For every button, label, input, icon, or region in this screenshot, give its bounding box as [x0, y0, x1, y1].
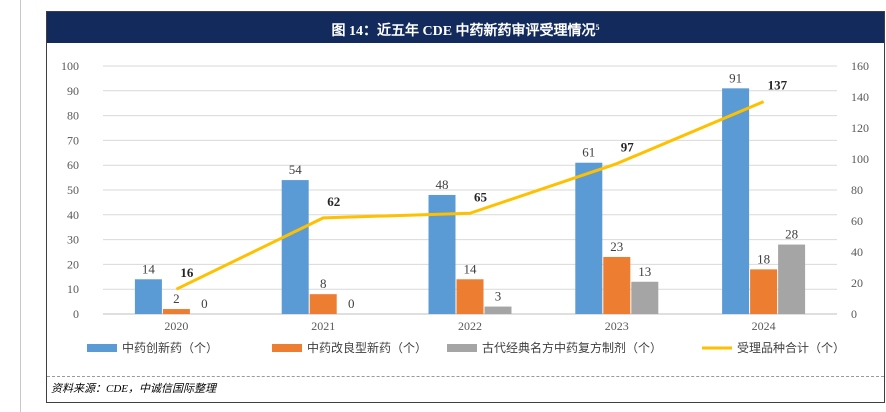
bar [722, 88, 750, 314]
left-axis-tick-label: 0 [73, 307, 79, 321]
legend-label: 受理品种合计（个） [737, 340, 845, 355]
total-line [175, 100, 765, 291]
bar [456, 279, 484, 314]
chart-title: 图 14：近五年 CDE 中药新药审评受理情况 [331, 24, 596, 39]
x-axis-tick-label: 2020 [164, 319, 188, 333]
bar-data-label: 14 [142, 261, 156, 276]
x-axis-tick-label: 2022 [458, 319, 482, 333]
left-axis-tick-label: 30 [67, 233, 79, 247]
legend-label: 古代经典名方中药复方制剂（个） [482, 340, 662, 355]
bar-data-label: 23 [610, 239, 623, 254]
left-axis-tick-label: 70 [67, 133, 79, 147]
bar-data-label: 14 [464, 261, 478, 276]
left-axis-tick-label: 80 [67, 109, 79, 123]
bar [750, 269, 778, 314]
left-axis-tick-label: 50 [67, 183, 79, 197]
bar [162, 309, 190, 314]
chart-figure: 图 14：近五年 CDE 中药新药审评受理情况5 0 10 20 30 40 50 60 70… [46, 11, 885, 403]
bar [778, 244, 806, 314]
bar [281, 180, 309, 314]
right-axis-tick-label: 40 [851, 245, 863, 259]
bar-data-label: 8 [320, 276, 327, 291]
bar-data-label: 48 [436, 177, 449, 192]
bar [484, 306, 512, 314]
x-axis-tick-label: 2024 [752, 319, 776, 333]
line-data-label: 65 [474, 189, 488, 204]
right-axis-tick-label: 0 [851, 307, 857, 321]
right-axis-tick-label: 120 [851, 121, 869, 135]
bar-data-label: 2 [173, 291, 180, 306]
legend-swatch [447, 344, 477, 352]
bar [631, 281, 659, 314]
line-data-label: 137 [768, 78, 788, 93]
bar-data-label: 0 [201, 296, 208, 311]
right-axis-tick-label: 100 [851, 152, 869, 166]
right-axis-tick-label: 80 [851, 183, 863, 197]
right-axis-tick-label: 140 [851, 90, 869, 104]
right-axis-tick-label: 20 [851, 276, 863, 290]
line-data-label: 97 [621, 140, 635, 155]
legend-swatch [272, 344, 302, 352]
bar [575, 162, 603, 314]
bar-data-label: 0 [348, 296, 355, 311]
left-axis-tick-label: 90 [67, 84, 79, 98]
bar-data-label: 61 [582, 145, 595, 160]
legend-swatch [87, 344, 117, 352]
chart-title-footnote: 5 [595, 23, 600, 32]
right-axis-tick-label: 160 [851, 59, 869, 73]
bar-data-label: 18 [757, 251, 770, 266]
page-margin-rule [20, 0, 21, 412]
legend-label: 中药改良型新药（个） [307, 340, 427, 355]
line-data-label: 62 [327, 194, 340, 209]
source-note: 资料来源：CDE，中诚信国际整理 [51, 383, 216, 395]
bar-data-label: 13 [638, 264, 651, 279]
bar-data-label: 28 [785, 227, 798, 242]
chart-canvas: 0102030405060708090100020406080100120140… [61, 59, 869, 355]
left-axis-tick-label: 40 [67, 208, 79, 222]
source-divider [47, 376, 884, 377]
left-axis-tick-label: 60 [67, 158, 79, 172]
bar-data-label: 54 [289, 162, 303, 177]
bar-data-label: 91 [729, 70, 742, 85]
legend-label: 中药创新药（个） [122, 340, 218, 355]
bar [309, 294, 337, 314]
left-axis-tick-label: 10 [67, 282, 79, 296]
chart-title-bar: 图 14：近五年 CDE 中药新药审评受理情况5 [47, 12, 884, 43]
x-axis-tick-label: 2021 [311, 319, 335, 333]
left-axis-tick-label: 100 [61, 59, 79, 73]
right-axis-tick-label: 60 [851, 214, 863, 228]
bar-data-label: 3 [495, 289, 502, 304]
bar [603, 256, 631, 314]
left-axis-tick-label: 20 [67, 257, 79, 271]
bar [134, 279, 162, 314]
line-data-label: 16 [180, 265, 194, 280]
x-axis-tick-label: 2023 [605, 319, 629, 333]
